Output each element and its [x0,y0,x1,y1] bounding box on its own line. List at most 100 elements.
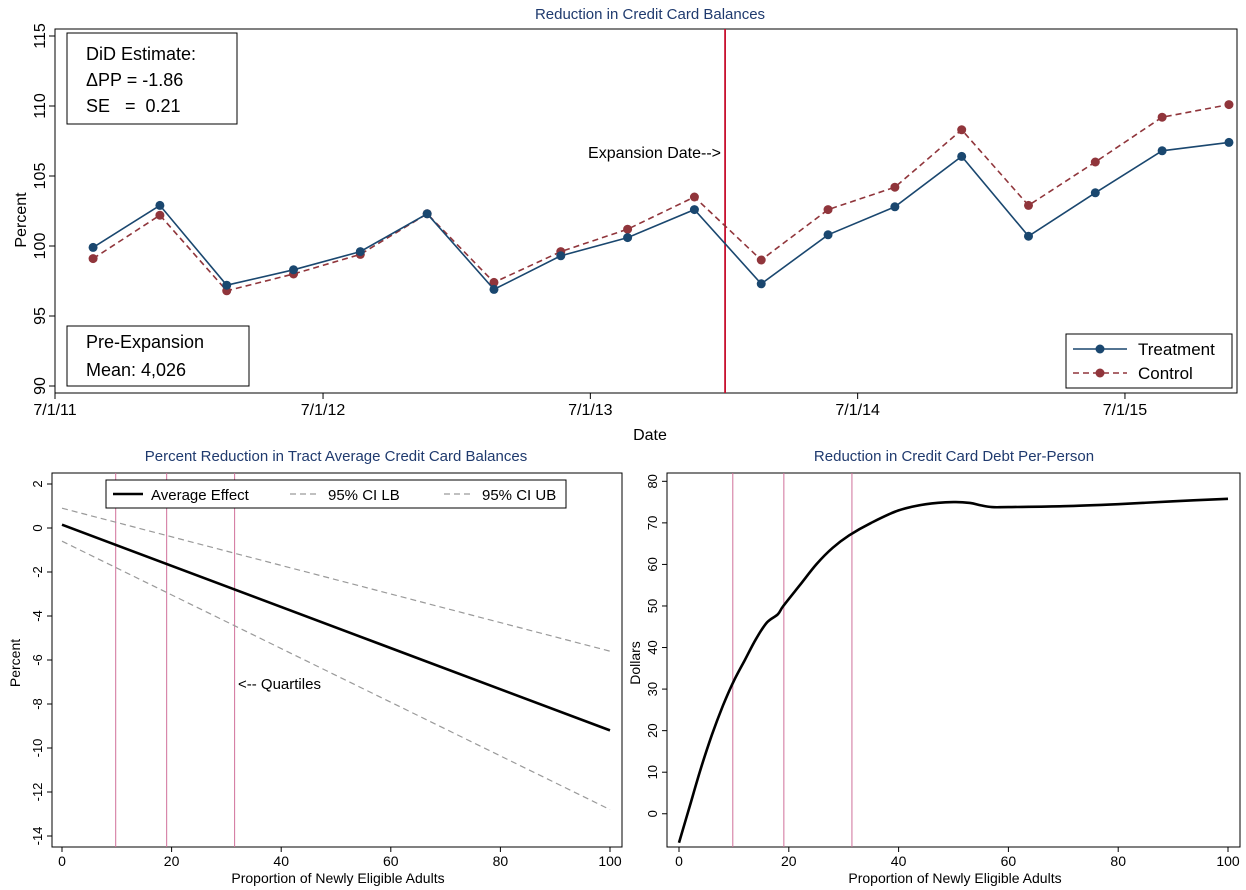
legend-average-effect: Average Effect [151,487,250,504]
control-point [489,277,499,287]
y-tick-label: 115 [32,23,49,49]
bottom-left-title: Percent Reduction in Tract Average Credi… [145,448,527,465]
treatment-point [756,279,766,289]
x-tick-label: 100 [598,853,622,869]
did-box-line-2: ΔPP = -1.86 [86,70,183,90]
y-tick-label: 0 [30,524,45,531]
bottom-left-legend: Average Effect 95% CI LB 95% CI UB [105,479,567,509]
treatment-series-line [92,141,1229,291]
control-point [1090,157,1100,167]
y-tick-label: 30 [645,682,660,696]
top-chart-marks [88,29,1234,393]
y-tick-label: 60 [645,557,660,571]
ci-ub-line [61,507,611,652]
y-tick-label: -4 [30,610,45,622]
treatment-point [422,209,432,219]
x-tick-label: 7/1/15 [1103,402,1148,419]
control-point [155,210,165,220]
y-tick-label: 110 [32,93,49,119]
bottom-right-ylabel: Dollars [627,641,643,685]
expansion-annotation: Expansion Date--> [588,145,721,162]
y-tick-label: -6 [30,654,45,666]
pre-box-line-2: Mean: 4,026 [86,360,186,380]
treatment-point [289,265,299,275]
legend-ci-ub: 95% CI UB [482,487,556,504]
top-chart: Reduction in Credit Card Balances 90 95 10… [13,6,1238,444]
treatment-point [1090,188,1100,198]
y-tick-label: 70 [645,516,660,530]
top-chart-frame [54,28,1238,394]
y-tick-label: 2 [30,480,45,487]
bottom-left-marks [61,473,611,847]
x-tick-label: 20 [164,853,180,869]
y-tick-label: 100 [32,233,49,260]
ci-lb-line [61,540,611,811]
bottom-right-axes: 0 10 20 30 40 50 60 70 80 0 20 40 60 80 100 [645,472,1241,869]
y-tick-label: 10 [645,765,660,779]
x-tick-label: 60 [383,853,399,869]
treatment-point [689,205,699,215]
y-tick-label: -14 [30,827,45,846]
top-chart-xlabel: Date [633,427,667,444]
control-point [1224,100,1234,110]
treatment-point [957,151,967,161]
control-point [689,192,699,202]
did-box-line-1: DiD Estimate: [86,44,196,64]
did-estimate-box: DiD Estimate: ΔPP = -1.86 SE = 0.21 [66,32,238,125]
bottom-left-frame [51,472,623,848]
x-tick-label: 0 [58,853,66,869]
control-point [756,255,766,265]
treatment-point [355,247,365,257]
y-tick-label: 50 [645,599,660,613]
treatment-point [489,284,499,294]
y-tick-label: 40 [645,640,660,654]
top-chart-legend: Treatment Control [1065,333,1233,389]
bottom-left-xlabel: Proportion of Newly Eligible Adults [231,870,444,886]
control-series-line [92,103,1230,292]
bottom-right-xlabel: Proportion of Newly Eligible Adults [848,870,1061,886]
control-point [623,224,633,234]
top-chart-axes: 90 95 100 105 110 115 7/1/11 7/1/12 7/1/13 7/1/14… [32,23,1238,419]
x-tick-label: 80 [1110,853,1126,869]
x-tick-label: 100 [1216,853,1240,869]
treatment-point [1157,146,1167,156]
control-point [1157,112,1167,122]
treatment-point [155,200,165,210]
y-tick-label: -2 [30,566,45,578]
bottom-left-chart: Percent Reduction in Tract Average Credi… [7,448,623,886]
x-tick-label: 7/1/14 [835,402,880,419]
treatment-point [823,230,833,240]
x-tick-label: 20 [781,853,797,869]
bottom-left-ylabel: Percent [7,639,23,687]
legend-treatment-marker [1095,344,1105,354]
control-point [890,182,900,192]
treatment-point [623,233,633,243]
y-tick-label: 80 [645,474,660,488]
treatment-point [88,242,98,252]
bottom-right-title: Reduction in Credit Card Debt Per-Person [814,448,1094,465]
treatment-point [1224,137,1234,147]
control-point [823,205,833,215]
x-tick-label: 60 [1001,853,1017,869]
x-tick-label: 40 [891,853,907,869]
debt-per-person-line [677,497,1229,844]
y-tick-label: -8 [30,698,45,710]
control-point [957,125,967,135]
y-tick-label: 105 [32,163,49,190]
y-tick-label: 90 [32,377,49,395]
y-tick-label: -10 [30,739,45,758]
legend-ci-lb: 95% CI LB [328,487,400,504]
x-tick-label: 7/1/11 [33,402,76,419]
top-chart-ylabel: Percent [13,192,30,248]
quartiles-annotation: <-- Quartiles [238,676,321,693]
x-tick-label: 80 [493,853,509,869]
pre-expansion-box: Pre-Expansion Mean: 4,026 [66,325,250,387]
y-tick-label: 95 [32,307,49,325]
bottom-right-frame [666,472,1241,848]
y-tick-label: 0 [645,810,660,817]
treatment-point [222,280,232,290]
bottom-right-marks [677,473,1229,847]
legend-control-marker [1095,368,1105,378]
legend-treatment-label: Treatment [1138,340,1215,359]
